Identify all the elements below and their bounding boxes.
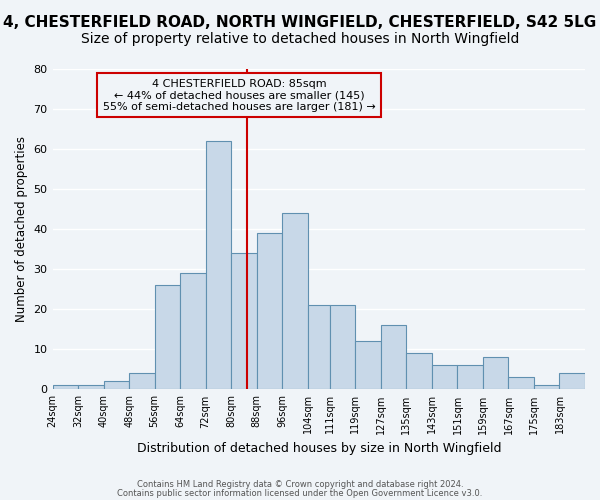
Bar <box>53 386 78 390</box>
Bar <box>432 366 457 390</box>
Y-axis label: Number of detached properties: Number of detached properties <box>15 136 28 322</box>
Bar <box>231 253 257 390</box>
Text: 4, CHESTERFIELD ROAD, NORTH WINGFIELD, CHESTERFIELD, S42 5LG: 4, CHESTERFIELD ROAD, NORTH WINGFIELD, C… <box>4 15 596 30</box>
Bar <box>104 382 129 390</box>
Bar <box>257 233 282 390</box>
Bar <box>206 141 231 390</box>
Bar <box>381 326 406 390</box>
Bar <box>180 274 206 390</box>
Bar <box>406 354 432 390</box>
Bar <box>355 342 381 390</box>
Bar <box>534 386 559 390</box>
Bar <box>457 366 483 390</box>
Bar <box>483 358 508 390</box>
Bar <box>78 386 104 390</box>
Text: Contains public sector information licensed under the Open Government Licence v3: Contains public sector information licen… <box>118 488 482 498</box>
Text: Size of property relative to detached houses in North Wingfield: Size of property relative to detached ho… <box>81 32 519 46</box>
Bar <box>282 213 308 390</box>
Bar <box>308 306 330 390</box>
X-axis label: Distribution of detached houses by size in North Wingfield: Distribution of detached houses by size … <box>137 442 501 455</box>
Bar <box>155 286 180 390</box>
Bar <box>129 374 155 390</box>
Bar <box>508 378 534 390</box>
Bar <box>330 306 355 390</box>
Text: 4 CHESTERFIELD ROAD: 85sqm
← 44% of detached houses are smaller (145)
55% of sem: 4 CHESTERFIELD ROAD: 85sqm ← 44% of deta… <box>103 78 375 112</box>
Text: Contains HM Land Registry data © Crown copyright and database right 2024.: Contains HM Land Registry data © Crown c… <box>137 480 463 489</box>
Bar <box>559 374 585 390</box>
